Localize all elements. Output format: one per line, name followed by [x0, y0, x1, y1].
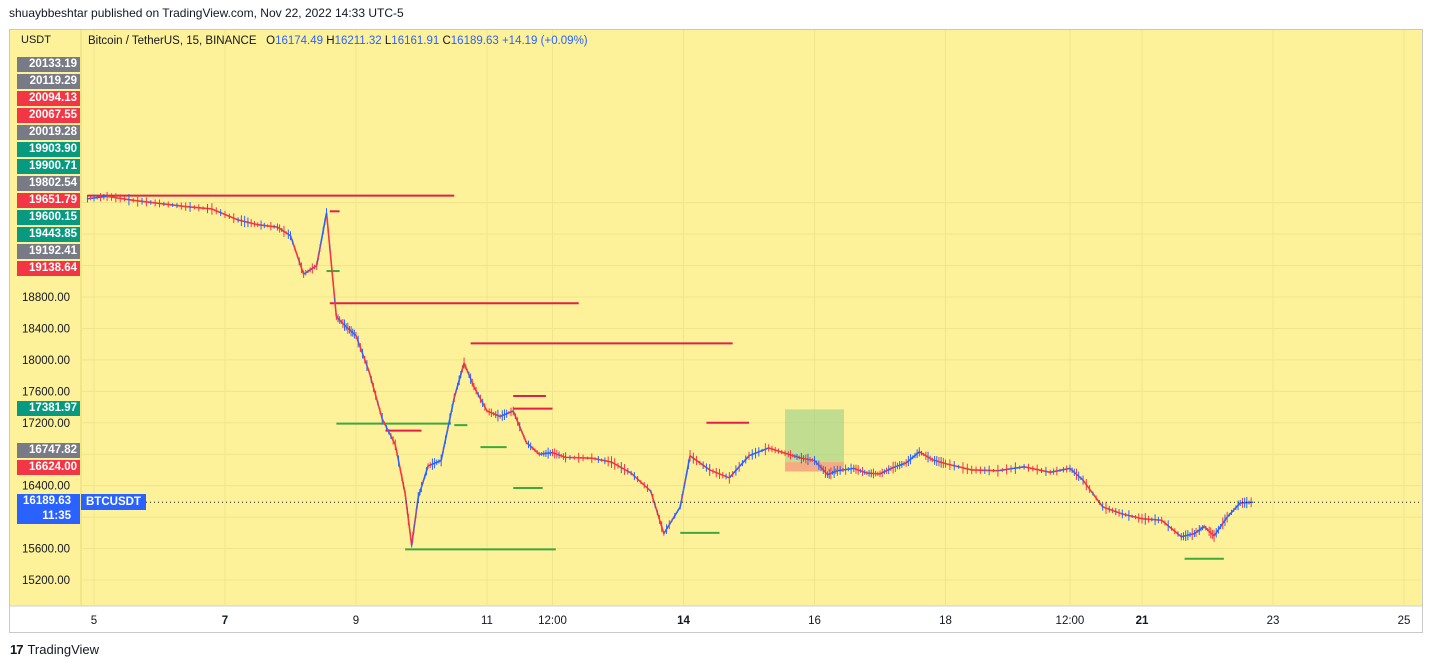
- x-tick-label: 23: [1267, 615, 1280, 627]
- current-price: 16189.63: [23, 495, 71, 507]
- y-tick-label: 16400.00: [22, 481, 70, 493]
- price-tag-7: 19802.54: [17, 176, 80, 191]
- legend-title: Bitcoin / TetherUS, 15, BINANCE: [88, 35, 257, 47]
- legend-high-label: H: [326, 35, 335, 47]
- y-tick-label: 15600.00: [22, 544, 70, 556]
- time-axis-background: [10, 606, 1422, 632]
- x-tick-label: 18: [939, 615, 952, 627]
- y-tick-label: 17200.00: [22, 418, 70, 430]
- price-tag-3: 20067.55: [17, 108, 80, 123]
- position-stop-zone: [785, 462, 844, 472]
- price-tag-0: 20133.19: [17, 57, 80, 72]
- x-tick-label: 14: [677, 615, 690, 627]
- x-tick-label: 12:00: [1056, 615, 1085, 627]
- price-tag-11: 19192.41: [17, 244, 80, 259]
- legend-low: 16161.91: [391, 35, 440, 47]
- y-tick-label: 18000.00: [22, 355, 70, 367]
- price-tag-1: 20119.29: [17, 74, 80, 89]
- x-tick-label: 16: [808, 615, 821, 627]
- y-tick-label: 18800.00: [22, 292, 70, 304]
- legend-high: 16211.32: [334, 35, 382, 47]
- x-tick-label: 25: [1398, 615, 1411, 627]
- y-tick-label: 15200.00: [22, 575, 70, 587]
- legend-open: 16174.49: [275, 35, 324, 47]
- price-tag-15: 16624.00: [17, 460, 80, 475]
- price-tag-2: 20094.13: [17, 91, 80, 106]
- price-tag-9: 19600.15: [17, 210, 80, 225]
- x-tick-label: 11: [481, 615, 493, 627]
- chart-area[interactable]: 18800.00 18400.00 18000.00 17600.00 17200.00…: [9, 29, 1423, 633]
- chart-background: [10, 30, 1422, 606]
- price-tag-10: 19443.85: [17, 227, 80, 242]
- legend-low-label: L: [384, 35, 392, 47]
- legend-open-label: O: [266, 35, 276, 47]
- price-tag-12: 19138.64: [17, 261, 80, 276]
- y-tick-label: 17600.00: [22, 386, 70, 398]
- legend-close-label: C: [442, 35, 451, 47]
- x-tick-label: 5: [91, 615, 97, 627]
- price-tag-5: 19903.90: [17, 142, 80, 157]
- tradingview-logo: 17: [10, 642, 24, 657]
- legend-change: +14.19 (+0.09%): [501, 35, 588, 47]
- tradingview-brand[interactable]: 17 TradingView: [10, 642, 99, 657]
- position-target-zone: [785, 409, 844, 463]
- price-tag-14: 16747.82: [17, 443, 80, 458]
- x-tick-label: 12:00: [538, 615, 567, 627]
- y-tick-label: 18400.00: [22, 323, 70, 335]
- symbol-tag: BTCUSDT: [81, 494, 146, 510]
- brand-name: TradingView: [27, 642, 100, 657]
- price-tag-6: 19900.71: [17, 159, 80, 174]
- price-tag-4: 20019.28: [17, 125, 80, 140]
- legend-close: 16189.63: [450, 35, 499, 47]
- currency-label: USDT: [21, 34, 51, 46]
- price-chart[interactable]: 18800.00 18400.00 18000.00 17600.00 17200.00…: [10, 30, 1422, 632]
- x-tick-label: 21: [1136, 615, 1149, 627]
- x-tick-label: 9: [353, 615, 359, 627]
- publisher-line: shuaybbeshtar published on TradingView.c…: [9, 6, 404, 20]
- chart-legend: Bitcoin / TetherUS, 15, BINANCE O16174.4…: [88, 35, 588, 47]
- current-price-tag: 16189.63 11:35: [17, 494, 80, 524]
- bar-countdown: 11:35: [42, 510, 71, 522]
- price-tag-8: 19651.79: [17, 193, 80, 208]
- price-tag-13: 17381.97: [17, 401, 80, 416]
- x-tick-label: 7: [222, 615, 228, 627]
